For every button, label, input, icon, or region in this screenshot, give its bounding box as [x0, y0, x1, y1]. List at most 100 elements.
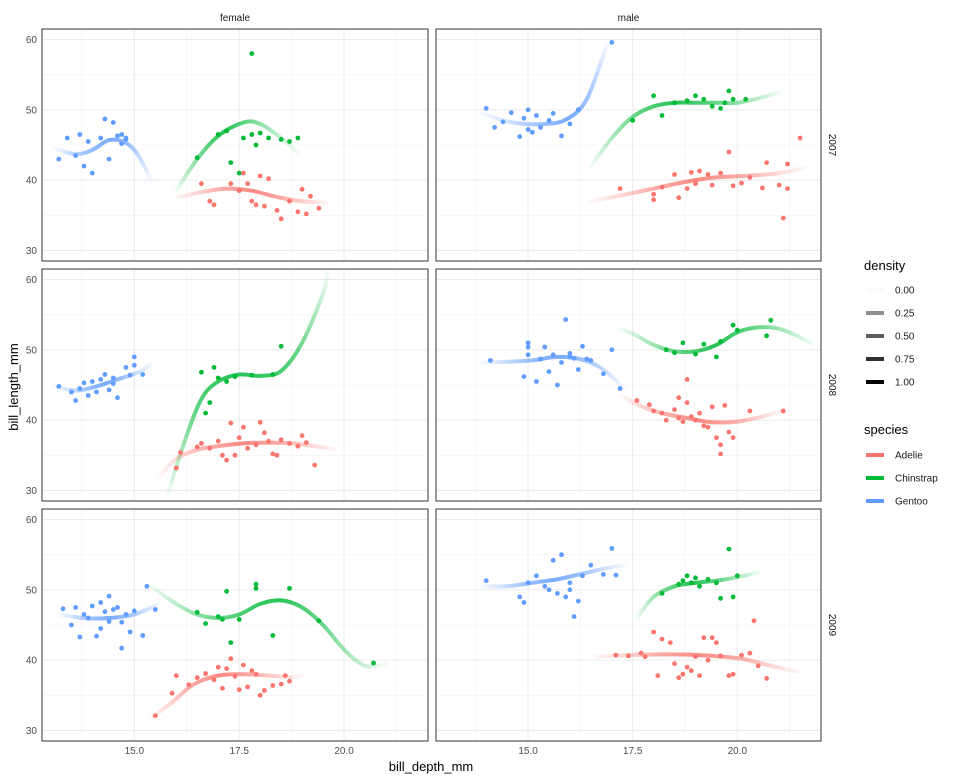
point-chinstrap: [764, 333, 769, 339]
point-adelie: [270, 683, 276, 688]
point-adelie: [316, 205, 322, 211]
point-adelie: [730, 671, 736, 677]
point-adelie: [764, 160, 769, 166]
point-chinstrap: [718, 595, 723, 601]
point-chinstrap: [730, 322, 736, 328]
point-gentoo: [542, 344, 548, 350]
point-adelie: [220, 685, 225, 691]
smooth-curve-chinstrap: [165, 270, 330, 496]
point-gentoo: [73, 153, 78, 158]
point-adelie: [638, 650, 644, 656]
point-gentoo: [525, 107, 531, 113]
point-chinstrap: [224, 588, 230, 594]
point-adelie: [224, 666, 230, 671]
facet-row-label-2008: 2008: [826, 374, 837, 397]
point-adelie: [688, 668, 694, 674]
point-chinstrap: [701, 96, 707, 102]
point-gentoo: [89, 379, 95, 384]
point-gentoo: [89, 603, 95, 609]
point-chinstrap: [371, 660, 376, 666]
point-adelie: [617, 186, 623, 192]
point-gentoo: [60, 606, 66, 612]
point-gentoo: [73, 398, 78, 403]
point-gentoo: [56, 156, 62, 162]
point-gentoo: [115, 605, 120, 610]
point-gentoo: [102, 609, 108, 614]
point-gentoo: [98, 600, 104, 605]
point-adelie: [228, 181, 234, 187]
point-adelie: [747, 650, 753, 656]
point-chinstrap: [249, 132, 255, 137]
point-adelie: [714, 435, 719, 441]
point-adelie: [651, 197, 656, 203]
point-adelie: [299, 433, 305, 438]
point-gentoo: [584, 356, 590, 362]
point-adelie: [626, 653, 631, 659]
point-gentoo: [81, 163, 87, 169]
point-adelie: [178, 450, 183, 455]
point-gentoo: [534, 379, 539, 384]
point-gentoo: [56, 384, 62, 389]
point-chinstrap: [241, 135, 246, 141]
point-chinstrap: [680, 340, 686, 346]
point-chinstrap: [253, 142, 259, 148]
point-adelie: [785, 161, 790, 167]
point-chinstrap: [215, 375, 221, 381]
point-adelie: [697, 168, 702, 174]
point-chinstrap: [266, 135, 271, 141]
point-gentoo: [127, 629, 133, 635]
point-adelie: [739, 652, 744, 658]
point-chinstrap: [316, 618, 322, 624]
y-tick-label: 50: [26, 585, 38, 596]
point-chinstrap: [194, 609, 200, 615]
panel-border: [41, 28, 429, 262]
y-axis-label: bill_length_mm: [6, 343, 21, 430]
point-adelie: [667, 640, 673, 645]
point-adelie: [647, 402, 652, 408]
point-gentoo: [119, 141, 125, 147]
point-adelie: [262, 203, 267, 209]
point-adelie: [308, 193, 313, 199]
point-gentoo: [601, 371, 606, 377]
point-gentoo: [123, 135, 129, 141]
point-gentoo: [115, 133, 120, 139]
point-adelie: [266, 176, 271, 182]
smooth-curve-adelie: [618, 393, 786, 425]
point-gentoo: [580, 573, 585, 579]
point-chinstrap: [730, 594, 736, 600]
point-gentoo: [106, 387, 112, 393]
point-adelie: [245, 684, 251, 690]
point-gentoo: [529, 129, 535, 135]
facet-row-label-2007: 2007: [826, 134, 837, 157]
point-gentoo: [98, 377, 104, 382]
point-gentoo: [525, 127, 531, 132]
point-adelie: [207, 198, 213, 204]
point-adelie: [688, 170, 694, 175]
x-axis-label: bill_depth_mm: [389, 759, 474, 774]
point-adelie: [312, 462, 318, 468]
point-gentoo: [102, 372, 108, 377]
point-gentoo: [559, 552, 564, 558]
point-adelie: [228, 420, 234, 426]
point-chinstrap: [722, 100, 728, 106]
point-adelie: [253, 202, 259, 208]
point-gentoo: [106, 156, 112, 162]
smooth-curve-chinstrap: [634, 570, 761, 620]
point-adelie: [232, 452, 238, 458]
point-adelie: [249, 198, 255, 204]
point-gentoo: [508, 110, 514, 116]
point-gentoo: [546, 587, 552, 593]
point-adelie: [659, 184, 665, 190]
point-gentoo: [98, 135, 104, 141]
point-gentoo: [119, 132, 125, 137]
point-gentoo: [521, 374, 527, 379]
facet-panels: female 30 40 50 60 male 2007 30 40 50 60 2008 30 40 50…: [26, 13, 837, 757]
y-tick-label: 60: [26, 35, 38, 46]
point-chinstrap: [287, 139, 292, 144]
point-adelie: [693, 181, 698, 187]
point-gentoo: [115, 395, 120, 401]
point-adelie: [726, 673, 732, 678]
point-gentoo: [609, 40, 615, 45]
point-adelie: [747, 174, 753, 180]
point-adelie: [613, 652, 619, 658]
